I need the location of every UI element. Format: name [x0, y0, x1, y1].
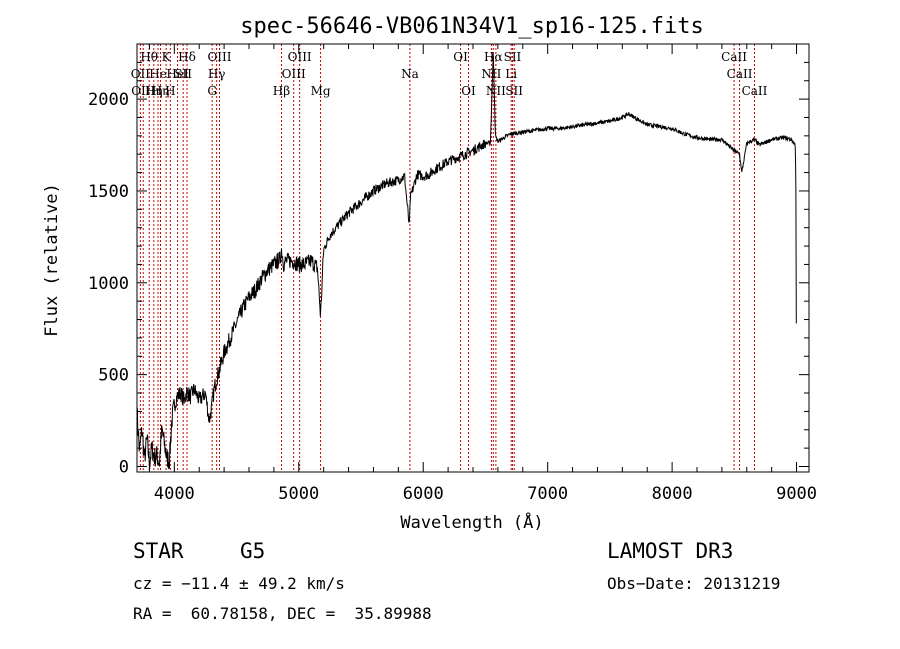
line-label: Hβ [273, 84, 290, 98]
y-axis-label: Flux (relative) [42, 183, 62, 337]
line-label: Na [401, 67, 419, 81]
emission-line-markers [139, 44, 755, 472]
line-label: K [162, 50, 172, 64]
spectrum-line [136, 53, 797, 470]
x-axis-label: Wavelength (Å) [400, 511, 543, 533]
line-label: H [165, 84, 175, 98]
emission-line-labels: OIIOIIIHθHηHeHηKHHeISIIHδGHγOIIIHβOIIIOI… [131, 50, 768, 98]
line-label: OIII [282, 67, 306, 81]
x-tick-label: 6000 [403, 484, 444, 504]
line-label: NII [481, 67, 501, 81]
x-tick-label: 7000 [527, 484, 568, 504]
line-label: CaII [721, 50, 747, 64]
line-label: Hη [145, 84, 163, 98]
sky-coordinates: RA = 60.78158, DEC = 35.89988 [133, 604, 432, 623]
line-label: HeI [166, 67, 189, 81]
line-label: G [207, 84, 217, 98]
survey-name: LAMOST DR3 [607, 539, 734, 563]
object-class: STAR [133, 539, 184, 563]
line-label: Li [505, 67, 517, 81]
line-label: OIII [207, 50, 231, 64]
line-label: Hη [152, 84, 170, 98]
line-label: Hθ [140, 50, 158, 64]
x-axis: 4000 5000 6000 7000 8000 9000 [148, 44, 817, 504]
line-label: CaII [742, 84, 768, 98]
y-tick-label: 0 [119, 457, 129, 477]
line-label: NII [486, 84, 506, 98]
y-tick-label: 500 [98, 366, 129, 386]
line-label: OI [461, 84, 476, 98]
y-tick-label: 1000 [88, 274, 129, 294]
y-axis: 0 500 1000 1500 2000 [88, 61, 809, 477]
line-label: He [149, 67, 167, 81]
object-subclass: G5 [240, 539, 266, 563]
line-label: Hδ [178, 50, 196, 64]
x-tick-label: 4000 [154, 484, 195, 504]
line-label: SII [174, 67, 192, 81]
x-tick-label: 8000 [652, 484, 693, 504]
line-label: CaII [727, 67, 753, 81]
redshift-velocity: cz = −11.4 ± 49.2 km/s [133, 574, 345, 593]
line-label: SII [504, 50, 522, 64]
line-label: OII [131, 67, 151, 81]
x-tick-label: 5000 [278, 484, 319, 504]
y-tick-label: 2000 [88, 90, 129, 110]
line-label: OIII [288, 50, 312, 64]
chart-title: spec-56646-VB061N34V1_sp16-125.fits [240, 14, 704, 39]
plot-frame [136, 43, 810, 473]
line-label: Hγ [208, 67, 226, 81]
line-label: SII [505, 84, 523, 98]
x-tick-label: 9000 [776, 484, 817, 504]
observation-date: Obs−Date: 20131219 [607, 574, 781, 593]
line-label: OI [453, 50, 468, 64]
line-label: Mg [311, 84, 331, 98]
y-tick-label: 1500 [88, 182, 129, 202]
